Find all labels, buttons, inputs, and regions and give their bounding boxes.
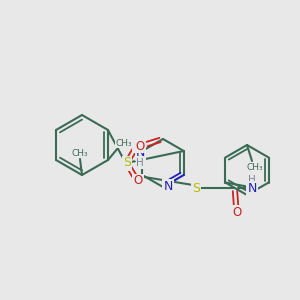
Text: S: S	[192, 182, 200, 194]
Text: O: O	[135, 140, 145, 152]
Text: CH₃: CH₃	[116, 139, 132, 148]
Text: N: N	[163, 179, 173, 193]
Text: CH₃: CH₃	[72, 148, 88, 158]
Text: N: N	[136, 146, 145, 160]
Text: O: O	[134, 139, 142, 152]
Text: O: O	[134, 175, 142, 188]
Text: H: H	[136, 158, 144, 168]
Text: O: O	[232, 206, 242, 218]
Text: S: S	[123, 157, 131, 169]
Text: N: N	[247, 182, 257, 194]
Text: CH₃: CH₃	[247, 164, 263, 172]
Text: H: H	[248, 175, 256, 185]
